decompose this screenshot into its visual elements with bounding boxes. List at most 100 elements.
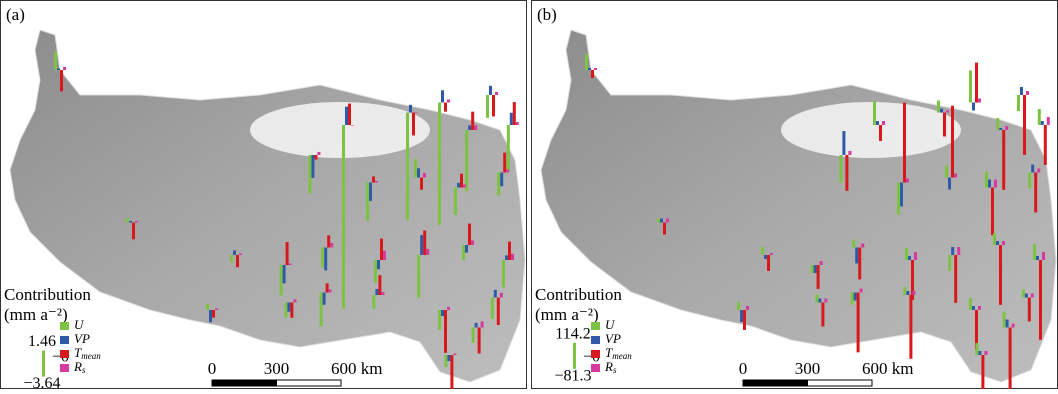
- station-bar: [994, 180, 997, 188]
- station-bar: [746, 306, 749, 310]
- station-bar: [906, 179, 909, 183]
- legend-sub: s: [613, 365, 617, 375]
- station-bar: [814, 265, 817, 273]
- legend-label: U: [605, 317, 616, 332]
- station-bar: [1031, 294, 1034, 298]
- station-bar: [507, 125, 510, 171]
- station-bar: [236, 255, 239, 267]
- station-bar: [465, 245, 468, 253]
- legend-swatch: [591, 322, 600, 330]
- station-bar: [289, 263, 292, 265]
- station-bar: [471, 240, 474, 245]
- station-bar: [457, 183, 460, 188]
- station-bar: [585, 54, 588, 70]
- station-bar: [481, 321, 484, 327]
- station-bar: [991, 188, 994, 236]
- station-bar: [1002, 241, 1005, 245]
- legend-swatch: [591, 364, 600, 372]
- station-bar: [324, 248, 327, 271]
- station-bar: [908, 256, 911, 260]
- station-bar: [743, 310, 746, 330]
- station-bar: [505, 255, 508, 260]
- station-bar: [1017, 95, 1020, 111]
- station-bar: [500, 293, 503, 298]
- station-bar: [474, 125, 477, 130]
- station-bar: [591, 70, 594, 78]
- station-bar: [135, 221, 138, 223]
- station-bar: [770, 253, 773, 255]
- station-bar: [985, 172, 988, 188]
- station-bar: [126, 218, 129, 223]
- station-bar: [330, 243, 333, 248]
- station-bar: [1009, 328, 1012, 390]
- station-bar: [511, 254, 514, 260]
- station-bar: [60, 70, 63, 91]
- station-bar: [972, 103, 975, 111]
- legend-name: U: [605, 317, 616, 332]
- panel-label: (a): [6, 5, 25, 24]
- station-bar: [767, 255, 770, 271]
- station-bar: [999, 245, 1002, 305]
- legend-sub: mean: [81, 351, 101, 361]
- station-bar: [409, 105, 412, 113]
- station-bar: [824, 299, 827, 303]
- legend-sub: s: [82, 365, 86, 375]
- station-bar: [417, 168, 420, 177]
- station-bar: [63, 67, 66, 70]
- station-bar: [1041, 121, 1044, 125]
- station-bar: [740, 310, 743, 322]
- station-bar: [375, 289, 378, 295]
- station-bar: [1037, 169, 1040, 173]
- station-bar: [326, 283, 329, 292]
- station-bar: [280, 265, 283, 296]
- station-bar: [320, 293, 323, 327]
- station-bar: [375, 181, 378, 183]
- station-bar: [1026, 91, 1029, 95]
- station-bar: [475, 323, 478, 328]
- snow-area: [250, 102, 430, 158]
- station-bar: [420, 178, 423, 190]
- station-bar: [54, 52, 57, 70]
- station-bar: [858, 248, 861, 280]
- station-bar: [842, 131, 845, 155]
- station-bar: [943, 113, 946, 137]
- station-bar: [472, 328, 475, 343]
- station-bar: [463, 184, 466, 187]
- scale-label: 300: [795, 359, 821, 378]
- station-bar: [503, 153, 506, 173]
- station-bar: [441, 90, 444, 102]
- station-bar: [945, 166, 948, 178]
- station-bar: [420, 235, 423, 255]
- station-bar: [426, 249, 429, 255]
- station-bar: [815, 295, 818, 303]
- station-bar: [444, 103, 447, 112]
- scale-label: 600 km: [862, 359, 913, 378]
- station-bar: [283, 265, 286, 283]
- station-bar: [876, 121, 879, 125]
- station-bar: [818, 299, 821, 303]
- scale-label: 600 km: [331, 359, 382, 378]
- station-bar: [1042, 252, 1045, 260]
- station-bar: [821, 303, 824, 327]
- legend-tick-label: 1.46: [28, 333, 56, 350]
- station-bar: [1033, 244, 1036, 260]
- legend-swatch: [60, 350, 69, 358]
- station-bar: [500, 173, 503, 187]
- station-bar: [212, 310, 215, 318]
- legend-swatch: [591, 350, 600, 358]
- legend-title: Contribution: [4, 285, 91, 304]
- station-bar: [438, 310, 441, 330]
- station-bar: [468, 224, 471, 245]
- station-bar: [462, 245, 465, 260]
- station-bar: [374, 260, 377, 283]
- station-bar: [897, 183, 900, 215]
- station-bar: [287, 303, 290, 312]
- station-bar: [311, 155, 314, 178]
- station-bar: [57, 68, 60, 70]
- station-bar: [957, 247, 960, 255]
- station-bar: [663, 223, 666, 235]
- station-bar: [737, 302, 740, 310]
- station-bar: [954, 255, 957, 303]
- legend-name: VP: [605, 331, 621, 346]
- figure: (a)Contribution(mm a⁻²)1.46−0−3.64UVPTme…: [0, 0, 1058, 389]
